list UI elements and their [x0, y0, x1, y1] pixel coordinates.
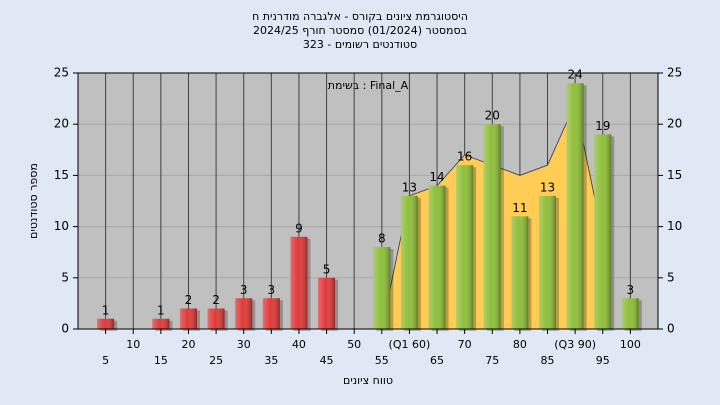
- x-tick-label: 75: [485, 354, 499, 367]
- bar-shade: [290, 236, 308, 329]
- x-tick-label: 70: [458, 338, 472, 351]
- data-label: 20: [485, 109, 500, 123]
- bar-shade: [456, 165, 474, 329]
- x-tick-label: 5: [102, 354, 109, 367]
- data-label: 3: [268, 283, 276, 297]
- y2-tick-label: 20: [667, 117, 682, 131]
- bar-shade: [235, 298, 253, 329]
- data-label: 5: [323, 262, 331, 276]
- x-tick-label: 55: [375, 354, 389, 367]
- bar-shade: [97, 318, 115, 329]
- data-label: 2: [185, 293, 193, 307]
- y-tick-label: 10: [54, 219, 69, 233]
- data-label: 1: [102, 303, 110, 317]
- bar-shade: [262, 298, 280, 329]
- y-tick-label: 25: [54, 66, 69, 80]
- x-tick-label: 35: [264, 354, 278, 367]
- data-label: 24: [568, 68, 583, 82]
- bar-shade: [207, 308, 225, 329]
- x-tick-label: 30: [237, 338, 251, 351]
- x-tick-label: 40: [292, 338, 306, 351]
- x-tick-label: 100: [620, 338, 641, 351]
- y2-tick-label: 10: [667, 219, 682, 233]
- y2-tick-label: 25: [667, 66, 682, 80]
- bar-shade: [594, 134, 612, 329]
- data-label: 16: [457, 150, 472, 164]
- bar-shade: [539, 195, 557, 329]
- data-label: 19: [595, 119, 610, 133]
- x-tick-label: (Q1 60): [389, 338, 431, 351]
- bar-shade: [428, 185, 446, 329]
- x-tick-label: 65: [430, 354, 444, 367]
- annotation: בשימת : Final_A: [328, 79, 409, 92]
- x-tick-label: (Q3 90): [554, 338, 596, 351]
- x-tick-label: 15: [154, 354, 168, 367]
- chart-subtitle: בסמסטר (01/2024) סמסטר חורף 2024/25: [253, 24, 467, 37]
- bar-shade: [483, 124, 501, 329]
- bar-shade: [566, 83, 584, 330]
- data-label: 14: [429, 170, 444, 184]
- y2-tick-label: 15: [667, 168, 682, 182]
- plot-border: [77, 72, 659, 330]
- x-tick-label: 25: [209, 354, 223, 367]
- x-tick-label: 50: [347, 338, 361, 351]
- bar-shade: [400, 195, 418, 329]
- y-axis-label: מספר סטודנטים: [27, 163, 40, 239]
- y-tick-label: 0: [61, 322, 69, 336]
- data-label: 9: [295, 221, 303, 235]
- x-tick-label: 85: [541, 354, 555, 367]
- bar-shade: [511, 216, 529, 329]
- x-tick-label: 10: [126, 338, 140, 351]
- data-label: 11: [512, 201, 527, 215]
- x-tick-label: 20: [181, 338, 195, 351]
- x-tick-label: 80: [513, 338, 527, 351]
- x-tick-label: 95: [596, 354, 610, 367]
- x-tick-label: 45: [320, 354, 334, 367]
- chart-title: היסטוגרמת ציונים בקורס - אלגברה מודרנית …: [252, 10, 468, 23]
- bar-shade: [152, 318, 170, 329]
- x-axis-label: טווח ציונים: [343, 374, 393, 387]
- y2-tick-label: 5: [667, 270, 675, 284]
- y2-tick-label: 0: [667, 322, 675, 336]
- data-label: 13: [540, 180, 555, 194]
- data-label: 13: [402, 180, 417, 194]
- bar-shade: [179, 308, 197, 329]
- bar-shade: [318, 277, 336, 329]
- chart-subtitle: סטודנטים רשומים - 323: [303, 38, 417, 51]
- data-label: 1: [157, 303, 165, 317]
- y-tick-label: 20: [54, 117, 69, 131]
- data-label: 3: [627, 283, 635, 297]
- data-label: 8: [378, 232, 386, 246]
- bar-shade: [621, 298, 639, 329]
- y-tick-label: 15: [54, 168, 69, 182]
- bar-shade: [373, 247, 391, 329]
- data-label: 2: [212, 293, 220, 307]
- y-tick-label: 5: [61, 270, 69, 284]
- data-label: 3: [240, 283, 248, 297]
